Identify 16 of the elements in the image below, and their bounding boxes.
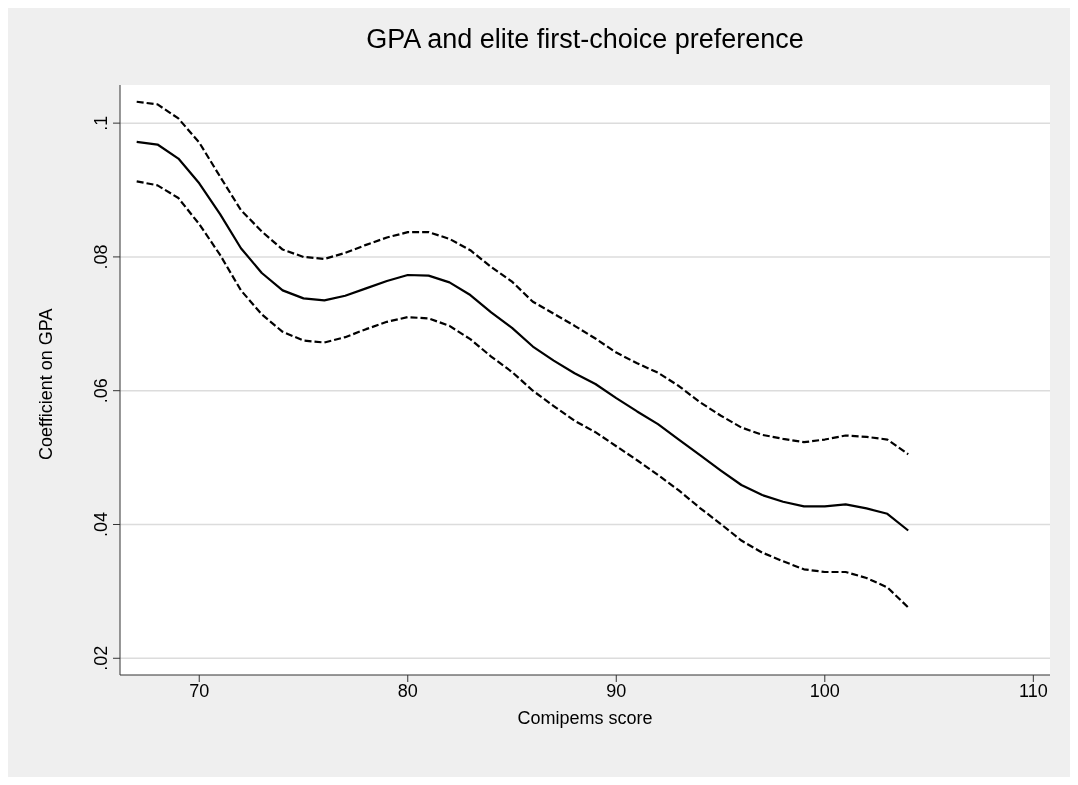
y-tick-label: .04	[91, 511, 111, 538]
chart-title: GPA and elite first-choice preference	[365, 24, 805, 55]
y-tick-label: .06	[91, 378, 111, 404]
x-tick-label: 70	[189, 680, 210, 701]
line-series	[135, 180, 910, 609]
y-axis-title: Coefficient on GPA	[36, 308, 57, 460]
x-tick-label: 110	[1018, 680, 1048, 701]
x-tick-label: 90	[606, 680, 627, 701]
y-tick-label: .02	[91, 645, 111, 671]
y-tick-label: .08	[91, 244, 111, 270]
x-tick-label: 80	[397, 680, 418, 701]
y-tick-label: .1	[91, 115, 111, 131]
line-series	[135, 140, 910, 532]
line-series	[135, 100, 910, 456]
x-tick-label: 100	[809, 680, 840, 701]
x-axis-title: Comipems score	[517, 707, 653, 728]
